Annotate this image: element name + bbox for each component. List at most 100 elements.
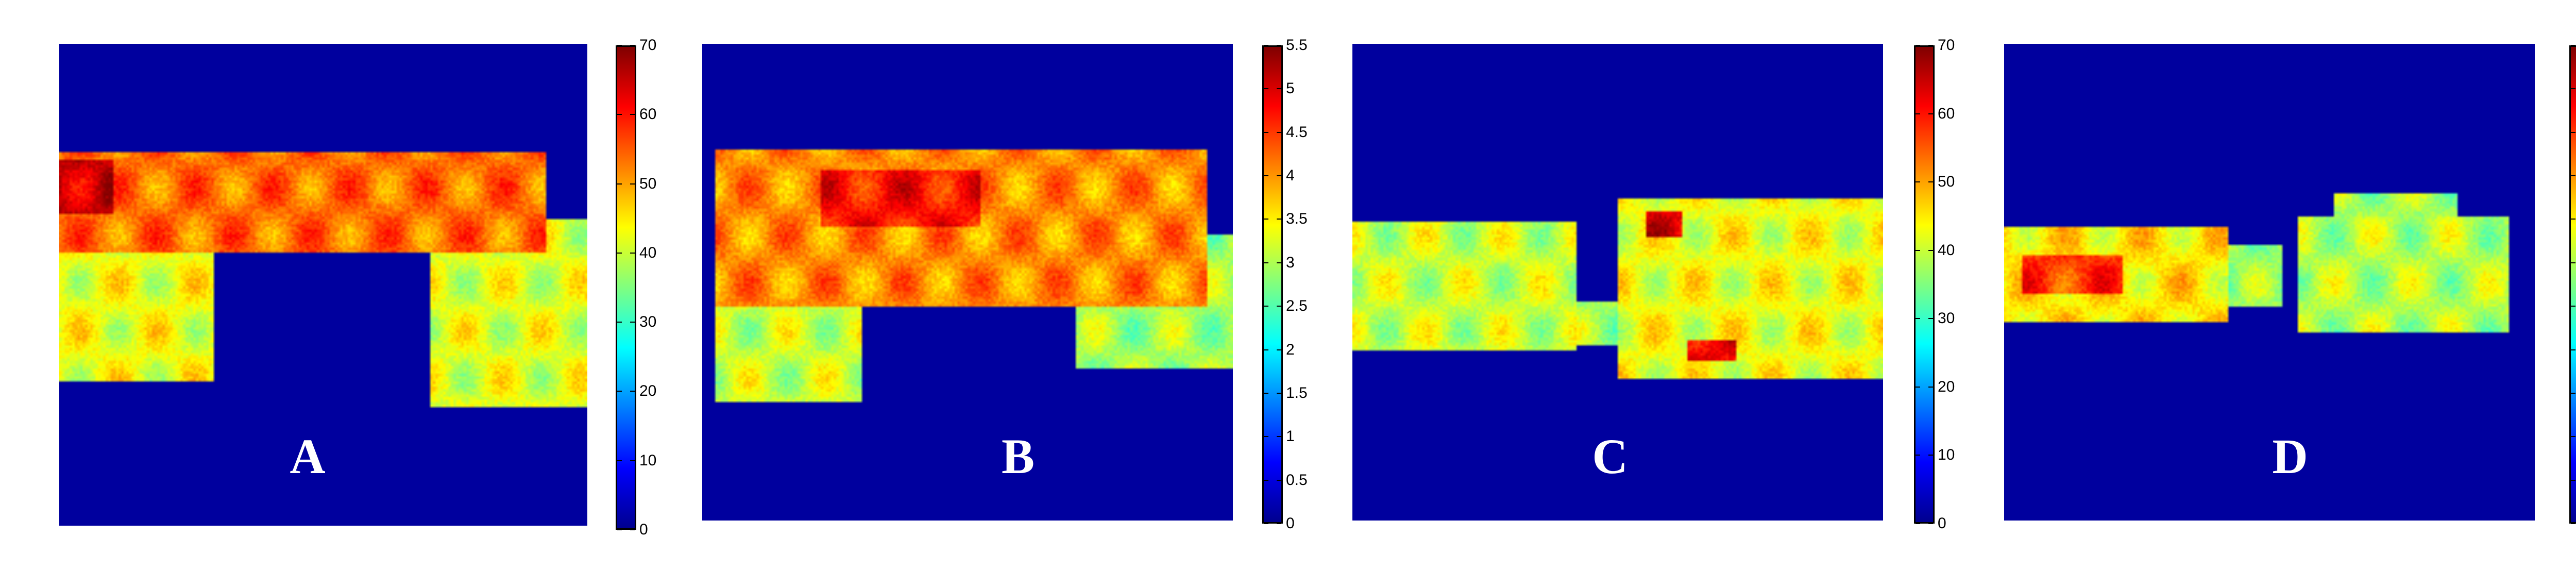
colorbar-tick — [1916, 181, 1920, 183]
colorbar-tick-label: 40 — [1938, 241, 1955, 259]
colorbar-tick-label: 50 — [639, 175, 657, 192]
colorbar-tick — [1928, 386, 1933, 388]
colorbar-tick — [1264, 45, 1268, 46]
colorbar-tick — [1264, 392, 1268, 394]
colorbar-tick-label: 1.5 — [1286, 384, 1308, 401]
colorbar-tick — [2571, 131, 2575, 133]
colorbar-tick — [2571, 262, 2575, 263]
colorbar-b — [1262, 45, 1283, 524]
colorbar-tick — [1277, 131, 1281, 133]
colorbar-tick-label: 10 — [639, 451, 657, 469]
colorbar-tick-label: 40 — [639, 244, 657, 261]
colorbar-tick — [617, 45, 622, 46]
colorbar-tick — [630, 460, 635, 461]
colorbar-tick — [1928, 455, 1933, 456]
colorbar-c — [1914, 45, 1935, 524]
colorbar-tick-label: 0 — [1938, 515, 1946, 532]
colorbar-tick — [1264, 523, 1268, 524]
colorbar-tick — [617, 114, 622, 115]
colorbar-tick-label: 5 — [1286, 80, 1295, 97]
colorbar-tick — [2571, 349, 2575, 350]
colorbar-tick — [2571, 219, 2575, 220]
colorbar-tick — [630, 252, 635, 254]
heatmap-c — [1352, 44, 1883, 521]
colorbar-tick-label: 30 — [639, 313, 657, 331]
colorbar-tick — [1916, 523, 1920, 524]
colorbar-tick — [617, 460, 622, 461]
colorbar-tick — [1264, 219, 1268, 220]
colorbar-tick — [1277, 262, 1281, 263]
colorbar-tick — [1277, 523, 1281, 524]
colorbar-tick — [617, 252, 622, 254]
colorbar-tick — [1928, 249, 1933, 251]
colorbar-tick — [1264, 131, 1268, 133]
colorbar-tick — [1264, 349, 1268, 350]
colorbar-tick — [2571, 392, 2575, 394]
colorbar-tick — [1264, 306, 1268, 307]
colorbar-tick — [1916, 45, 1920, 46]
colorbar-tick-label: 4 — [1286, 167, 1295, 185]
colorbar-tick — [1916, 455, 1920, 456]
colorbar-tick — [1916, 386, 1920, 388]
panel-label-d: D — [2272, 429, 2308, 484]
colorbar-tick-label: 20 — [1938, 378, 1955, 395]
colorbar-tick — [617, 529, 622, 530]
colorbar-tick — [630, 183, 635, 185]
colorbar-tick-label: 10 — [1938, 446, 1955, 464]
colorbar-tick — [2571, 88, 2575, 90]
colorbar-tick — [2571, 45, 2575, 46]
colorbar-tick-label: 60 — [1938, 105, 1955, 122]
colorbar-tick — [2571, 479, 2575, 481]
colorbar-tick — [617, 183, 622, 185]
colorbar-tick — [1277, 479, 1281, 481]
colorbar-tick-label: 2 — [1286, 341, 1295, 358]
colorbar-tick — [1277, 88, 1281, 90]
colorbar-tick — [617, 391, 622, 392]
colorbar-tick-label: 4.5 — [1286, 123, 1308, 141]
colorbar-tick — [1928, 523, 1933, 524]
colorbar-tick-label: 0.5 — [1286, 471, 1308, 489]
colorbar-tick — [1277, 349, 1281, 350]
colorbar-tick — [1916, 249, 1920, 251]
colorbar-tick — [2571, 436, 2575, 438]
colorbar-tick — [1277, 392, 1281, 394]
panel-label-c: C — [1592, 429, 1628, 484]
colorbar-tick — [1264, 479, 1268, 481]
panel-label-a: A — [290, 429, 326, 484]
colorbar-tick-label: 1 — [1286, 428, 1295, 445]
colorbar-tick-label: 3.5 — [1286, 210, 1308, 228]
colorbar-tick — [1916, 113, 1920, 114]
colorbar-tick — [630, 391, 635, 392]
colorbar-tick-label: 5.5 — [1286, 37, 1308, 54]
colorbar-tick — [2571, 175, 2575, 177]
heatmap-d — [2004, 44, 2535, 521]
colorbar-tick-label: 3 — [1286, 254, 1295, 271]
colorbar-tick-label: 70 — [639, 37, 657, 54]
colorbar-tick — [1277, 219, 1281, 220]
colorbar-tick — [1928, 318, 1933, 320]
colorbar-tick — [630, 529, 635, 530]
colorbar-tick — [2571, 306, 2575, 307]
colorbar-tick-label: 60 — [639, 106, 657, 123]
heatmap-a — [59, 44, 587, 526]
colorbar-tick-label: 20 — [639, 382, 657, 400]
colorbar-tick — [1916, 318, 1920, 320]
panel-label-b: B — [1001, 429, 1035, 484]
colorbar-tick-label: 2.5 — [1286, 297, 1308, 315]
colorbar-tick-label: 0 — [639, 521, 648, 538]
colorbar-tick — [1264, 175, 1268, 177]
colorbar-tick — [1277, 45, 1281, 46]
colorbar-tick-label: 70 — [1938, 37, 1955, 54]
colorbar-tick — [617, 322, 622, 323]
colorbar-tick — [1264, 88, 1268, 90]
colorbar-tick — [630, 114, 635, 115]
heatmap-b — [702, 44, 1233, 521]
colorbar-tick — [1928, 181, 1933, 183]
colorbar-tick — [1264, 436, 1268, 438]
colorbar-tick-label: 30 — [1938, 310, 1955, 327]
colorbar-tick — [630, 45, 635, 46]
colorbar-tick — [1264, 262, 1268, 263]
colorbar-tick — [1928, 45, 1933, 46]
colorbar-tick — [1277, 436, 1281, 438]
colorbar-tick-label: 50 — [1938, 173, 1955, 191]
